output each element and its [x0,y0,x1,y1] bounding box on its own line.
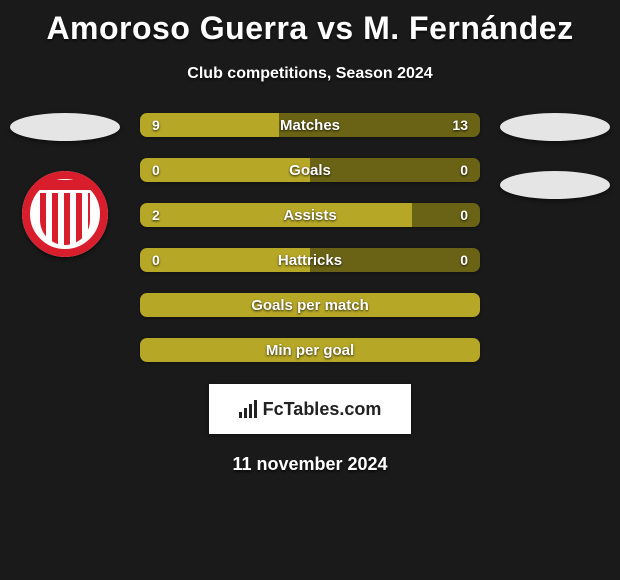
stat-label: Goals per match [140,297,480,314]
right-club-placeholder-icon [500,171,610,199]
comparison-container: 913Matches 00Goals 20Assists 00Hattricks Goa… [0,113,620,362]
stat-label: Min per goal [140,342,480,359]
stat-row: 00Hattricks [140,248,480,272]
stats-list: 913Matches 00Goals 20Assists 00Hattricks Goa… [140,113,480,362]
watermark-bars-icon [239,400,257,418]
stat-label: Assists [140,207,480,224]
stat-label: Matches [140,117,480,134]
left-player-placeholder-icon [10,113,120,141]
watermark-badge: FcTables.com [209,384,411,434]
left-player-column [10,113,120,362]
left-club-badge-icon [22,171,108,257]
stat-row: 20Assists [140,203,480,227]
watermark-text: FcTables.com [263,399,382,420]
date-label: 11 november 2024 [0,454,620,475]
stat-label: Hattricks [140,252,480,269]
page-title: Amoroso Guerra vs M. Fernández [0,0,620,47]
stat-row: Goals per match [140,293,480,317]
stat-row: 913Matches [140,113,480,137]
right-player-placeholder-icon [500,113,610,141]
right-player-column [500,113,610,362]
stat-row: Min per goal [140,338,480,362]
stat-row: 00Goals [140,158,480,182]
stat-label: Goals [140,162,480,179]
subtitle: Club competitions, Season 2024 [0,65,620,83]
